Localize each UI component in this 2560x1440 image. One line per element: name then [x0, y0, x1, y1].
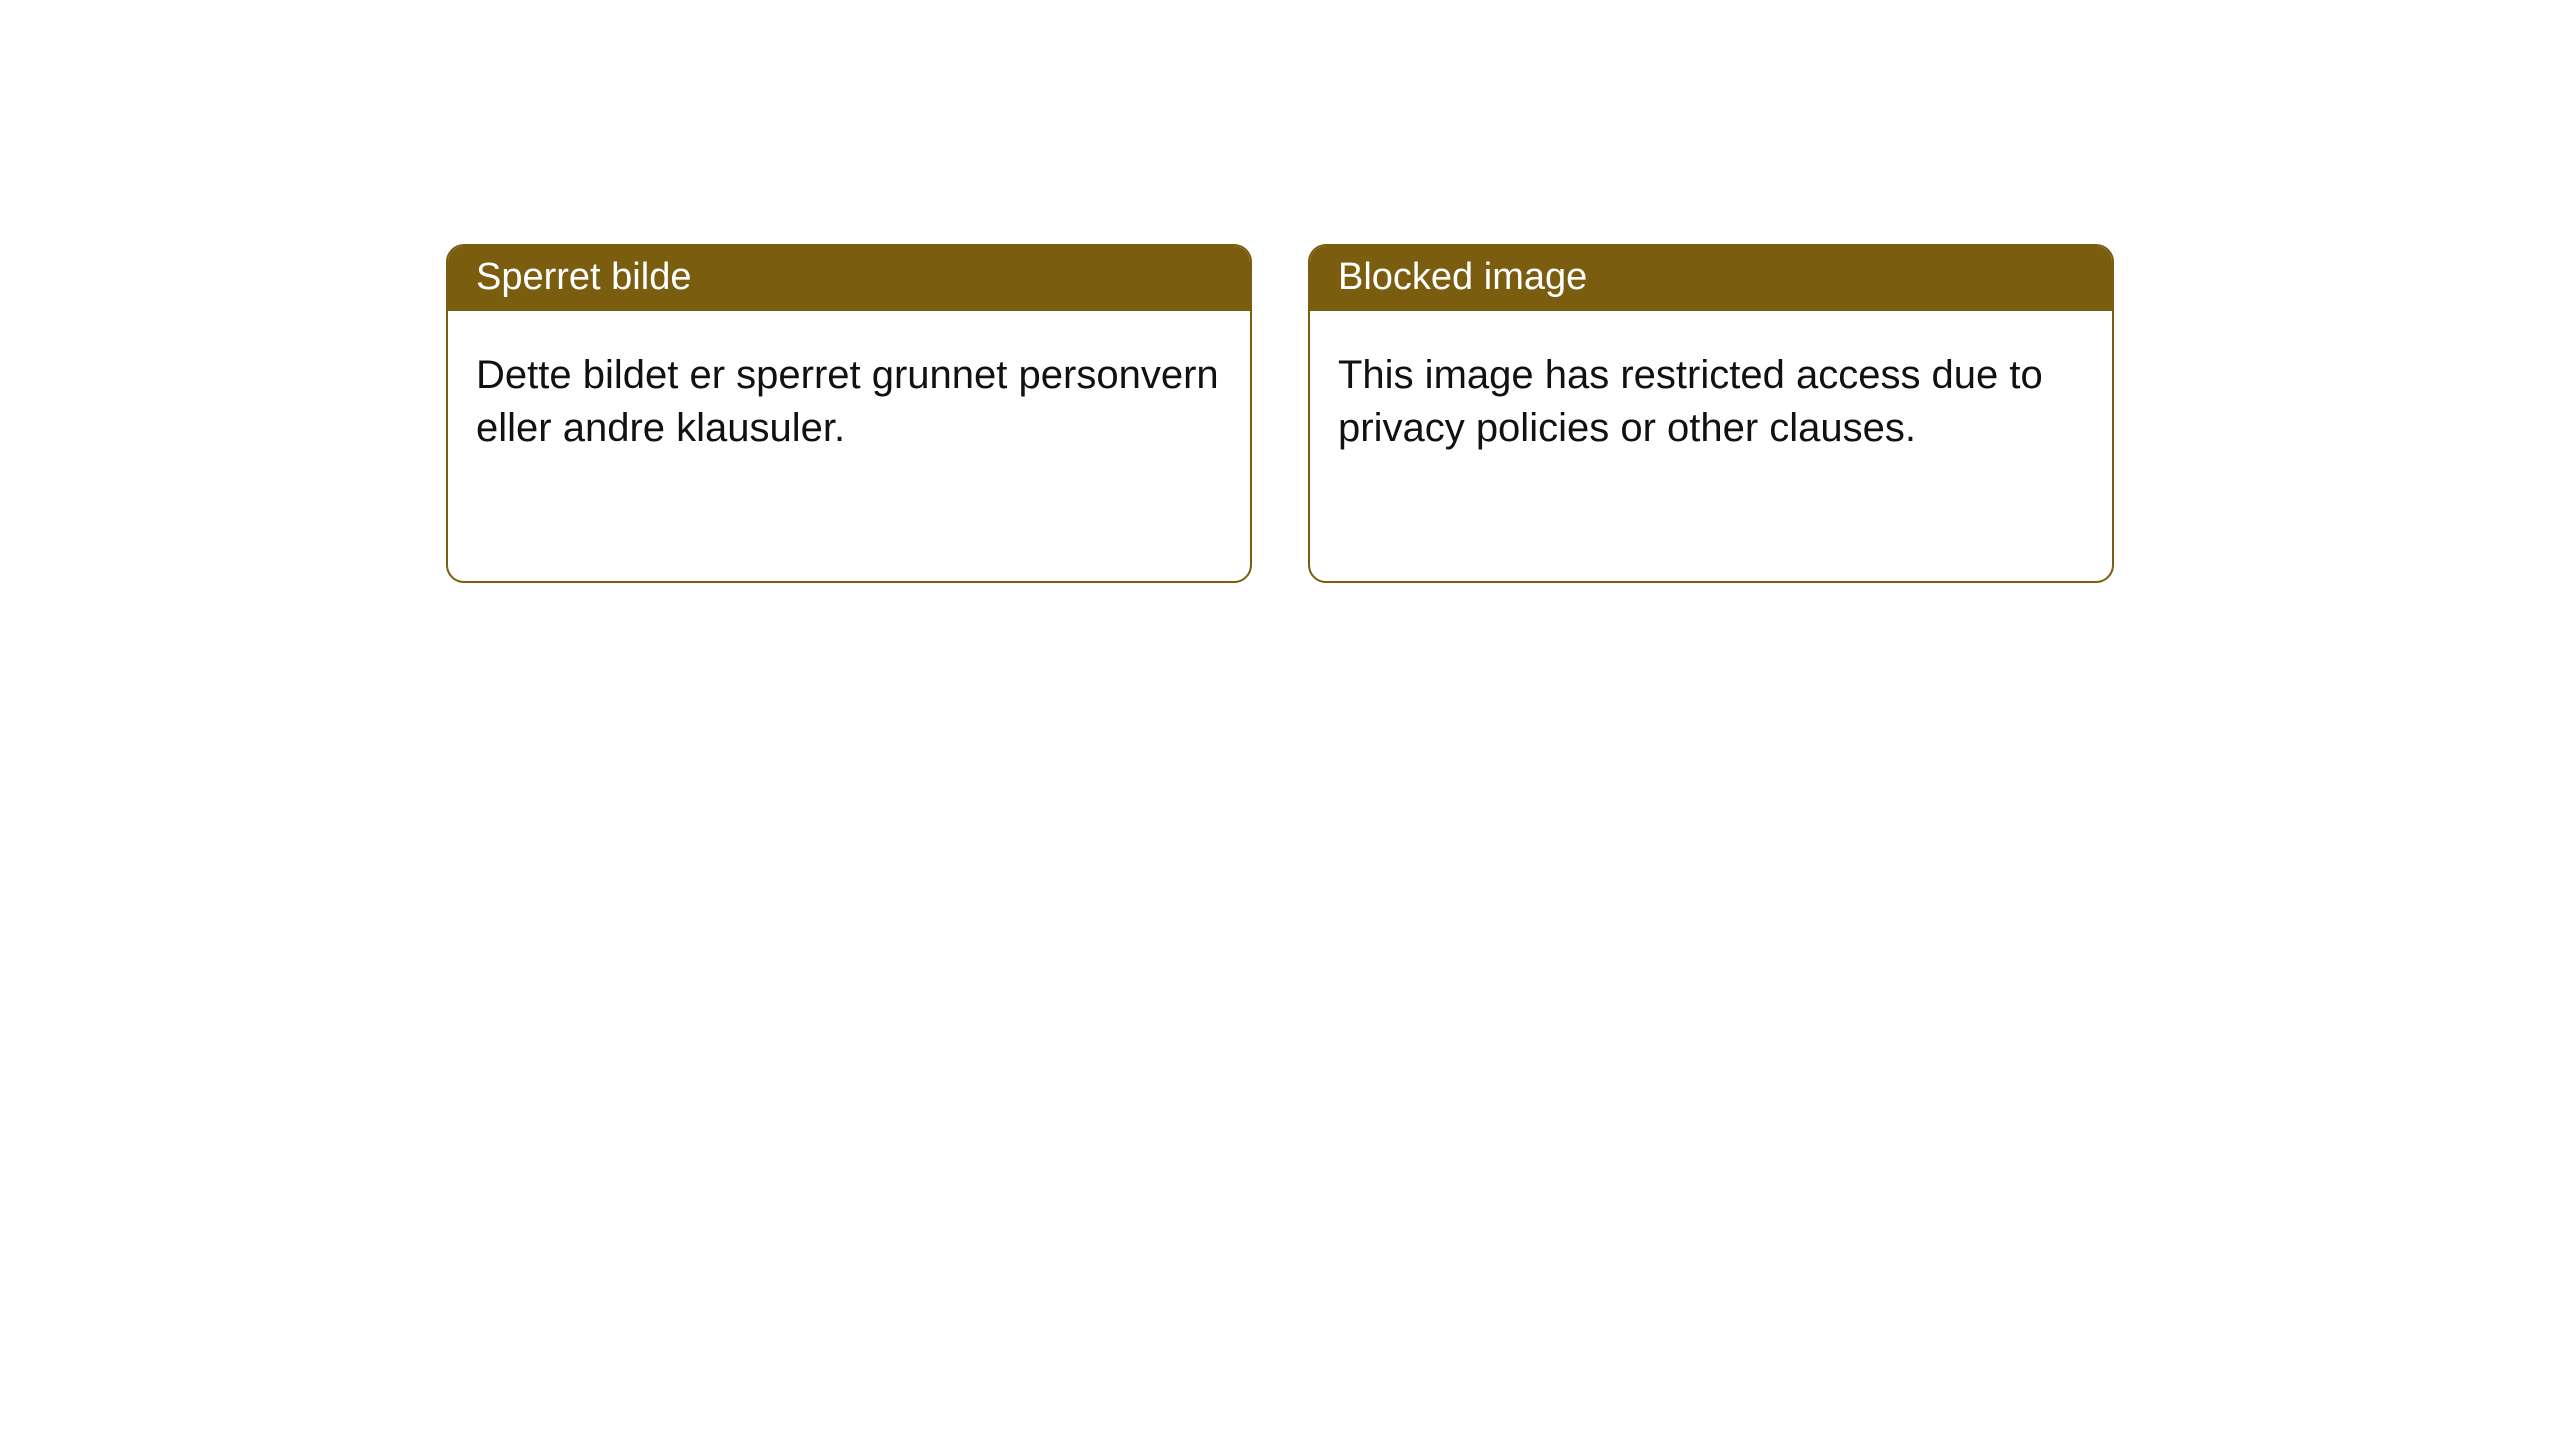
card-title: Blocked image: [1338, 256, 1587, 298]
card-message: This image has restricted access due to …: [1338, 349, 2084, 455]
card-body: This image has restricted access due to …: [1310, 311, 2112, 581]
blocked-image-card-en: Blocked image This image has restricted …: [1308, 244, 2114, 583]
card-header: Blocked image: [1310, 246, 2112, 311]
blocked-image-card-no: Sperret bilde Dette bildet er sperret gr…: [446, 244, 1252, 583]
card-body: Dette bildet er sperret grunnet personve…: [448, 311, 1250, 581]
card-message: Dette bildet er sperret grunnet personve…: [476, 349, 1222, 455]
cards-container: Sperret bilde Dette bildet er sperret gr…: [0, 0, 2560, 583]
card-title: Sperret bilde: [476, 256, 691, 298]
card-header: Sperret bilde: [448, 246, 1250, 311]
